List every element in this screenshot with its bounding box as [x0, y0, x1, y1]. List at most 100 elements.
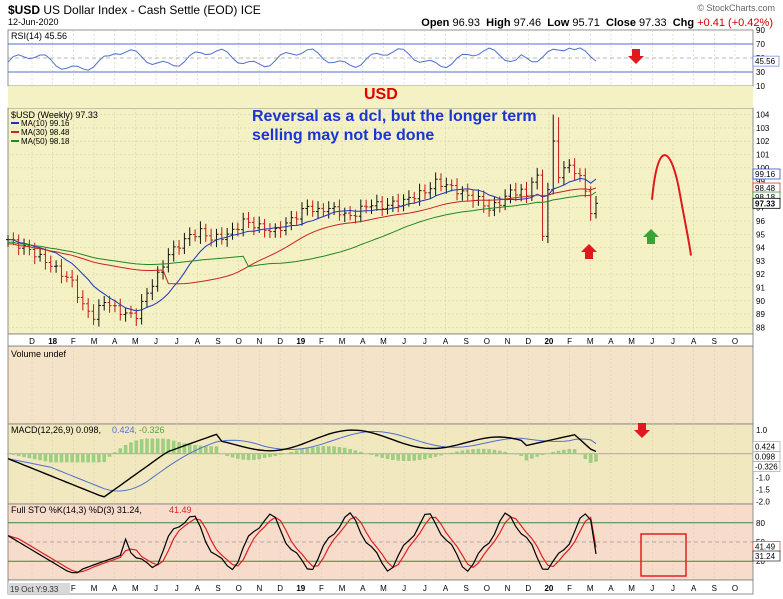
macd-hist-bar — [476, 448, 481, 454]
sto-tick: 80 — [756, 519, 765, 528]
ma-legend-swatch — [11, 131, 19, 133]
x-tick-label: J — [175, 337, 179, 346]
macd-hist-bar — [305, 448, 310, 454]
x-tick-label: N — [505, 337, 511, 346]
ma-legend-swatch — [11, 140, 19, 142]
price-bars — [6, 114, 598, 327]
ma-legend-swatch — [11, 122, 19, 124]
x-tick-label: A — [608, 337, 614, 346]
x-tick-label-bottom: M — [380, 584, 387, 593]
x-tick-label: S — [464, 337, 469, 346]
x-tick-label: F — [319, 337, 324, 346]
macd-hist-bar — [16, 453, 21, 456]
macd-hist-bar — [155, 438, 160, 454]
macd-hist-bar — [572, 449, 577, 454]
macd-hist-bar — [460, 450, 465, 454]
ma-value-box — [752, 168, 781, 180]
macd-hist-bar — [385, 453, 390, 460]
x-tick-label-bottom: M — [628, 584, 635, 593]
x-tick-label: M — [91, 337, 98, 346]
x-tick-label: 19 — [296, 337, 305, 346]
macd-hist-bar — [535, 453, 539, 457]
x-tick-label: M — [380, 337, 387, 346]
rsi-value-box — [752, 55, 780, 67]
macd-hist-bar — [391, 453, 395, 460]
x-tick-label-bottom: A — [691, 584, 697, 593]
macd-hist-bar — [134, 440, 139, 454]
macd-hist-bar — [273, 453, 278, 457]
macd-hist-bar — [54, 453, 58, 463]
macd-hist-bar — [439, 453, 443, 456]
x-tick-label: O — [732, 337, 738, 346]
x-tick-label-bottom: 19 — [296, 584, 305, 593]
panel-vol — [7, 345, 754, 425]
macd-hist-bar — [118, 448, 123, 454]
source-label: © StockCharts.com — [697, 3, 775, 13]
sto-k-line — [7, 512, 597, 574]
x-tick-label-bottom: N — [505, 584, 511, 593]
macd-hist-bar — [337, 446, 342, 454]
x-tick-label: A — [195, 337, 201, 346]
macd-hist-bar — [514, 453, 518, 455]
macd-hist-bar — [182, 443, 187, 454]
macd-hist-bar — [433, 453, 438, 457]
macd-hist-bar — [139, 439, 144, 454]
rsi-line — [7, 47, 597, 71]
x-tick-label-bottom: M — [132, 584, 139, 593]
macd-hist-bar — [524, 453, 529, 461]
macd-hist-bar — [145, 438, 149, 454]
macd-hist-bar — [332, 446, 336, 454]
macd-hist-bar — [123, 444, 128, 454]
macd-hist-bar — [583, 453, 588, 460]
ma-value: 98.18 — [755, 193, 776, 202]
annotation-comment-line1: Reversal as a dcl, but the longer term — [252, 108, 537, 125]
macd-hist-bar — [530, 453, 534, 459]
x-tick-label-bottom: O — [484, 584, 490, 593]
macd-hist-bar — [556, 450, 561, 454]
macd-hist-bar — [342, 447, 347, 454]
ma-legend: MA(50) 98.18 — [21, 137, 70, 146]
macd-hist-bar — [198, 445, 203, 454]
macd-hist-bar — [300, 449, 304, 454]
macd-hist-bar — [465, 449, 470, 454]
macd-hist-bar — [492, 449, 497, 454]
macd-hist-bar — [75, 453, 80, 463]
price-tick: 104 — [756, 111, 770, 120]
x-tick-label: O — [236, 337, 242, 346]
macd-label: MACD(12,26,9) 0.098, — [11, 425, 101, 435]
macd-tick: -1.0 — [756, 474, 770, 483]
macd-hist-bar — [252, 453, 256, 460]
macd-histogram — [6, 438, 598, 464]
panel-price-top — [8, 86, 753, 108]
macd-hist-bar — [503, 451, 507, 454]
ma-legend: MA(10) 99.16 — [21, 119, 70, 128]
footer-label: 19 Oct Y:9.33 — [10, 585, 59, 594]
macd-hist-bar — [321, 446, 326, 454]
macd-hist-bar — [289, 451, 294, 454]
macd-hist-bar — [59, 453, 64, 463]
macd-hist-bar — [497, 450, 502, 454]
price-tick: 102 — [756, 137, 770, 146]
rsi-tick: 70 — [756, 40, 765, 49]
x-tick-label-bottom: N — [257, 584, 263, 593]
x-tick-label-bottom: 20 — [544, 584, 553, 593]
sto-d-value: 41.49 — [755, 542, 776, 551]
macd-hist-bar — [268, 453, 272, 458]
x-tick-label-bottom: A — [195, 584, 201, 593]
x-tick-label: M — [339, 337, 346, 346]
macd-hist-bar — [396, 453, 401, 461]
x-tick-label-bottom: S — [464, 584, 469, 593]
rsi-tick: 10 — [756, 82, 765, 91]
ma-line-30 — [8, 187, 597, 285]
macd-hist-bar — [262, 453, 267, 458]
price-tick: 96 — [756, 217, 765, 226]
x-tick-label: F — [71, 337, 76, 346]
macd-hist-bar — [43, 453, 48, 462]
macd-hist-bar — [407, 453, 411, 461]
price-tick: 94 — [756, 244, 765, 253]
x-tick-label: 18 — [48, 337, 57, 346]
macd-tick: -1.5 — [756, 486, 770, 495]
x-tick-label-bottom: M — [339, 584, 346, 593]
macd-hist-bar — [230, 453, 235, 458]
x-tick-label-bottom: F — [319, 584, 324, 593]
